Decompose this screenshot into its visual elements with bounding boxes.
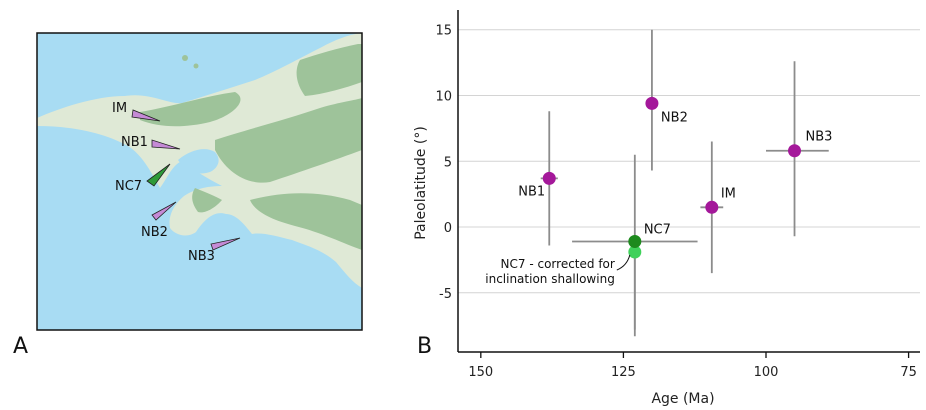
map-border [36,32,363,331]
panel-letter-b: B [417,334,432,359]
map-islet [182,55,188,61]
point-nb2 [645,96,659,110]
x-tick-label: 150 [468,365,493,380]
site-label-nb2: NB2 [141,225,168,240]
panel-letter-a: A [13,334,28,359]
point-label-im: IM [721,186,736,201]
map-islet [193,63,199,69]
site-marker-nc7 [146,163,171,187]
chart-grid [458,29,920,294]
y-tick-label: 0 [444,221,452,236]
y-tick-label: 10 [435,90,452,105]
point-im [705,200,719,214]
site-label-im: IM [112,101,127,116]
chart-panel: NB1 NB2 NB3 IM NC7 150 125 100 75 -5 0 5 10 15 NC7 -… [413,10,920,407]
point-label-nb1: NB1 [518,184,545,199]
chart-points [542,96,802,259]
point-label-nb2: NB2 [661,110,688,125]
site-label-nb3: NB3 [188,249,215,264]
chart-errorbars [540,29,829,337]
chart-ticks: 150 125 100 75 -5 0 5 10 15 [435,24,916,380]
annotation-leader [616,254,631,271]
x-tick-label: 75 [900,365,917,380]
map-panel: IM NB1 NC7 NB2 NB3 A [13,32,363,359]
point-nb1 [542,171,556,185]
x-axis-label: Age (Ma) [651,391,714,407]
site-label-nb1: NB1 [121,135,148,150]
point-nc7 [628,235,642,249]
annotation-text: inclination shallowing [485,272,615,286]
site-label-nc7: NC7 [115,179,142,194]
map-relief [140,44,362,250]
chart-point-labels: NB1 NB2 NB3 IM NC7 [518,110,832,237]
y-axis-label: Paleolatitude (°) [413,126,429,240]
map-gulf [178,149,219,174]
y-tick-label: 15 [435,24,452,39]
annotation-text: NC7 - corrected for [501,257,615,271]
site-marker-nb1 [151,139,181,150]
point-nb3 [788,144,802,158]
y-tick-label: -5 [439,287,452,302]
point-corrected [628,245,642,259]
chart-axes [457,10,920,353]
point-label-nc7: NC7 [644,223,671,238]
site-marker-nb2 [151,201,177,221]
x-tick-label: 125 [611,365,636,380]
site-marker-im [131,109,161,122]
y-tick-label: 5 [444,155,452,170]
x-tick-label: 100 [754,365,779,380]
site-marker-nb3 [210,237,241,251]
point-label-nb3: NB3 [806,130,833,145]
